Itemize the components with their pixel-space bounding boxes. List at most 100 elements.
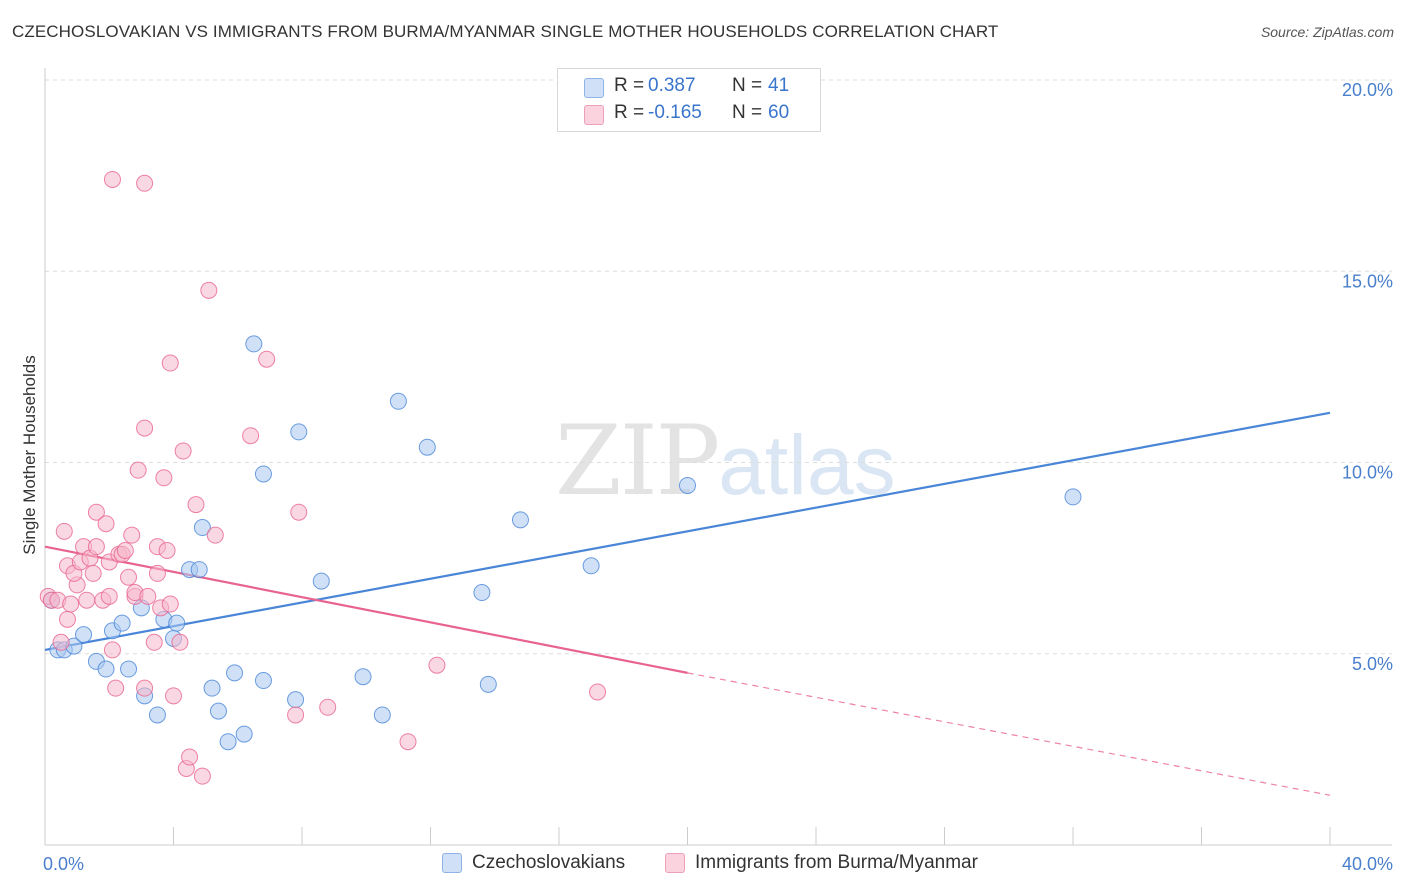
legend-r-value: -0.165 (648, 102, 702, 123)
point-czechoslovakians (219, 733, 237, 751)
point-czechoslovakians (120, 660, 138, 678)
point-czechoslovakians (511, 511, 529, 529)
point-burma (116, 541, 134, 559)
point-czechoslovakians (290, 423, 308, 441)
x-tick-label: 0.0% (43, 854, 84, 874)
point-czechoslovakians (226, 664, 244, 682)
x-tick-label: 40.0% (1342, 854, 1393, 874)
point-czechoslovakians (418, 438, 436, 456)
point-burma (200, 281, 218, 299)
legend-n-label: N = (732, 102, 763, 123)
watermark-atlas: atlas (718, 418, 896, 512)
point-burma (206, 526, 224, 544)
watermark: ZIPatlas (555, 405, 896, 517)
point-burma (120, 568, 138, 586)
legend-n-value: 41 (768, 75, 790, 96)
point-czechoslovakians (1064, 488, 1082, 506)
point-burma (158, 541, 176, 559)
point-burma (148, 564, 166, 582)
point-burma (78, 591, 96, 609)
point-czechoslovakians (389, 392, 407, 410)
point-czechoslovakians (148, 706, 166, 724)
point-burma (84, 564, 102, 582)
legend-r-label: R = (614, 75, 645, 96)
point-czechoslovakians (190, 561, 208, 579)
point-burma (287, 706, 305, 724)
point-czechoslovakians (235, 725, 253, 743)
point-burma (258, 350, 276, 368)
source-label: Source: ZipAtlas.com (1260, 24, 1394, 40)
data-points (39, 170, 1082, 785)
legend-r-value: 0.387 (648, 75, 696, 96)
y-axis-title: Single Mother Households (20, 355, 39, 554)
legend-n-value: 60 (768, 102, 790, 123)
point-burma (171, 633, 189, 651)
point-czechoslovakians (193, 519, 211, 537)
point-czechoslovakians (203, 679, 221, 697)
y-tick-label: 10.0% (1342, 463, 1393, 483)
point-burma (62, 595, 80, 613)
point-burma (319, 698, 337, 716)
point-burma (161, 595, 179, 613)
point-burma (242, 427, 260, 445)
trend-extension-burma (687, 672, 1331, 796)
point-czechoslovakians (373, 706, 391, 724)
point-burma (428, 656, 446, 674)
point-czechoslovakians (254, 672, 272, 690)
point-czechoslovakians (582, 557, 600, 575)
point-czechoslovakians (473, 584, 491, 602)
point-burma (155, 469, 173, 487)
y-tick-label: 5.0% (1352, 654, 1393, 674)
legend-swatch-blue (584, 78, 604, 98)
point-burma (187, 496, 205, 514)
tick-labels: 5.0% 10.0% 15.0% 20.0% 0.0% 40.0% (43, 80, 1393, 874)
legend-swatch-pink (665, 853, 685, 873)
point-burma (136, 679, 154, 697)
chart-title: CZECHOSLOVAKIAN VS IMMIGRANTS FROM BURMA… (12, 22, 999, 41)
point-burma (58, 610, 76, 628)
point-burma (87, 538, 105, 556)
point-czechoslovakians (245, 335, 263, 353)
y-tick-label: 15.0% (1342, 271, 1393, 291)
point-czechoslovakians (479, 675, 497, 693)
point-burma (193, 767, 211, 785)
point-burma (589, 683, 607, 701)
point-burma (107, 679, 125, 697)
legend-item-label: Immigrants from Burma/Myanmar (695, 852, 978, 873)
point-burma (55, 522, 73, 540)
point-burma (161, 354, 179, 372)
legend-swatch-blue (442, 853, 462, 873)
point-czechoslovakians (97, 660, 115, 678)
point-czechoslovakians (312, 572, 330, 590)
trend-line-czechoslovakians (44, 411, 1331, 652)
point-burma (136, 419, 154, 437)
point-burma (145, 633, 163, 651)
point-burma (87, 503, 105, 521)
point-burma (136, 174, 154, 192)
y-tick-label: 20.0% (1342, 80, 1393, 100)
legend-r-label: R = (614, 102, 645, 123)
point-burma (139, 587, 157, 605)
point-burma (129, 461, 147, 479)
point-burma (165, 687, 182, 705)
legend-item-label: Czechoslovakians (472, 852, 626, 873)
point-czechoslovakians (354, 668, 372, 686)
legend-swatch-pink (584, 105, 604, 125)
point-czechoslovakians (679, 476, 696, 494)
point-burma (100, 587, 118, 605)
series-legend: Czechoslovakians Immigrants from Burma/M… (0, 852, 1406, 878)
point-burma (103, 641, 121, 659)
point-burma (97, 515, 115, 533)
grid-lines (45, 79, 1392, 655)
point-czechoslovakians (168, 614, 186, 632)
point-burma (123, 526, 141, 544)
watermark-zip: ZIP (555, 405, 720, 517)
point-burma (174, 442, 192, 460)
point-czechoslovakians (209, 702, 227, 720)
axes (44, 68, 1392, 846)
correlation-legend: R = 0.387 N = 41 R = -0.165 N = 60 (557, 68, 821, 132)
point-czechoslovakians (113, 614, 131, 632)
point-burma (103, 170, 121, 188)
point-burma (181, 748, 199, 766)
